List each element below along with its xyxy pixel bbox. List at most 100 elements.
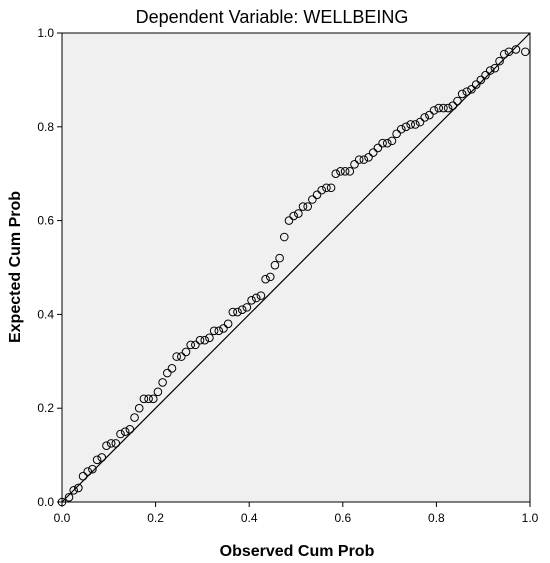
data-point	[392, 129, 401, 139]
data-point	[256, 291, 266, 300]
data-point	[397, 124, 406, 134]
data-point	[167, 364, 177, 373]
y-tick-label: 0.2	[37, 401, 54, 415]
data-point	[78, 471, 88, 481]
data-point	[326, 183, 336, 193]
data-point	[382, 138, 392, 148]
x-tick-label: 0.0	[54, 511, 71, 525]
data-point	[92, 455, 102, 465]
data-point	[303, 202, 313, 211]
data-point	[284, 216, 294, 225]
data-point	[354, 155, 364, 164]
data-point	[242, 303, 252, 312]
data-point	[481, 70, 490, 80]
data-point	[439, 103, 448, 113]
x-tick-label: 0.8	[428, 511, 445, 525]
data-point	[120, 427, 130, 436]
y-tick-label: 1.0	[37, 26, 54, 40]
data-point	[378, 138, 387, 148]
x-tick-label: 0.2	[147, 511, 164, 525]
data-point	[495, 56, 504, 66]
data-point	[280, 232, 289, 242]
reference-line-layer	[61, 32, 531, 503]
data-point	[64, 493, 74, 502]
data-point	[265, 272, 275, 282]
data-point	[130, 413, 139, 422]
data-point	[139, 394, 149, 404]
data-point	[163, 368, 172, 378]
data-point	[420, 113, 430, 122]
data-point	[181, 347, 191, 357]
data-point	[219, 324, 228, 333]
chart-title: Dependent Variable: WELLBEING	[136, 7, 409, 27]
data-point	[401, 122, 411, 132]
data-point	[294, 209, 303, 218]
data-point	[228, 307, 238, 317]
data-point	[406, 120, 415, 129]
data-point	[485, 66, 495, 75]
data-point	[88, 464, 97, 474]
data-point	[312, 190, 322, 200]
data-point	[425, 110, 434, 120]
data-point	[125, 425, 135, 434]
data-point	[308, 195, 317, 204]
data-point	[97, 453, 107, 462]
data-point	[69, 485, 78, 495]
data-point	[237, 305, 247, 315]
data-point	[443, 103, 453, 113]
data-point	[270, 260, 280, 270]
data-point	[415, 117, 425, 127]
data-point	[373, 143, 383, 153]
data-point	[368, 148, 378, 157]
x-tick-label: 1.0	[522, 511, 539, 525]
data-point	[317, 185, 327, 195]
data-point	[387, 136, 397, 146]
data-point	[289, 211, 298, 221]
data-point	[462, 87, 472, 96]
data-point	[116, 429, 125, 439]
data-point	[158, 378, 167, 387]
data-point	[144, 394, 153, 404]
data-point	[205, 333, 214, 343]
data-point	[471, 80, 481, 89]
data-point	[261, 274, 270, 284]
data-point	[511, 45, 521, 54]
y-axis-label: Expected Cum Prob	[7, 191, 24, 343]
data-point	[200, 335, 210, 345]
y-tick-label: 0.4	[37, 307, 54, 321]
y-axis-ticks: 0.0 0.2 0.4 0.6 0.8 1.0	[37, 26, 62, 509]
data-point	[191, 340, 200, 350]
data-point	[195, 335, 205, 345]
data-point	[521, 47, 530, 57]
data-point	[448, 101, 458, 110]
data-point	[247, 296, 256, 305]
data-point	[364, 152, 373, 162]
data-point	[148, 394, 158, 404]
data-point	[74, 483, 83, 493]
data-point	[186, 340, 195, 350]
data-point	[350, 160, 359, 169]
data-point	[476, 75, 486, 85]
data-point	[457, 89, 467, 99]
y-tick-label: 0.6	[37, 214, 54, 228]
data-point	[490, 63, 500, 73]
data-point	[434, 103, 444, 113]
data-point	[209, 326, 219, 336]
data-point	[111, 439, 121, 448]
data-point	[251, 293, 261, 303]
data-point	[106, 439, 116, 448]
reference-line	[61, 32, 531, 503]
data-point	[340, 167, 350, 176]
y-tick-label: 0.0	[37, 495, 54, 509]
data-point	[172, 352, 181, 361]
data-point	[298, 202, 308, 211]
x-tick-label: 0.4	[241, 511, 258, 525]
data-point	[345, 167, 355, 176]
x-axis-label: Observed Cum Prob	[220, 543, 375, 560]
data-point	[214, 326, 224, 336]
data-point	[233, 307, 242, 317]
data-point	[499, 49, 509, 59]
data-point	[102, 441, 111, 451]
x-tick-label: 0.6	[334, 511, 351, 525]
